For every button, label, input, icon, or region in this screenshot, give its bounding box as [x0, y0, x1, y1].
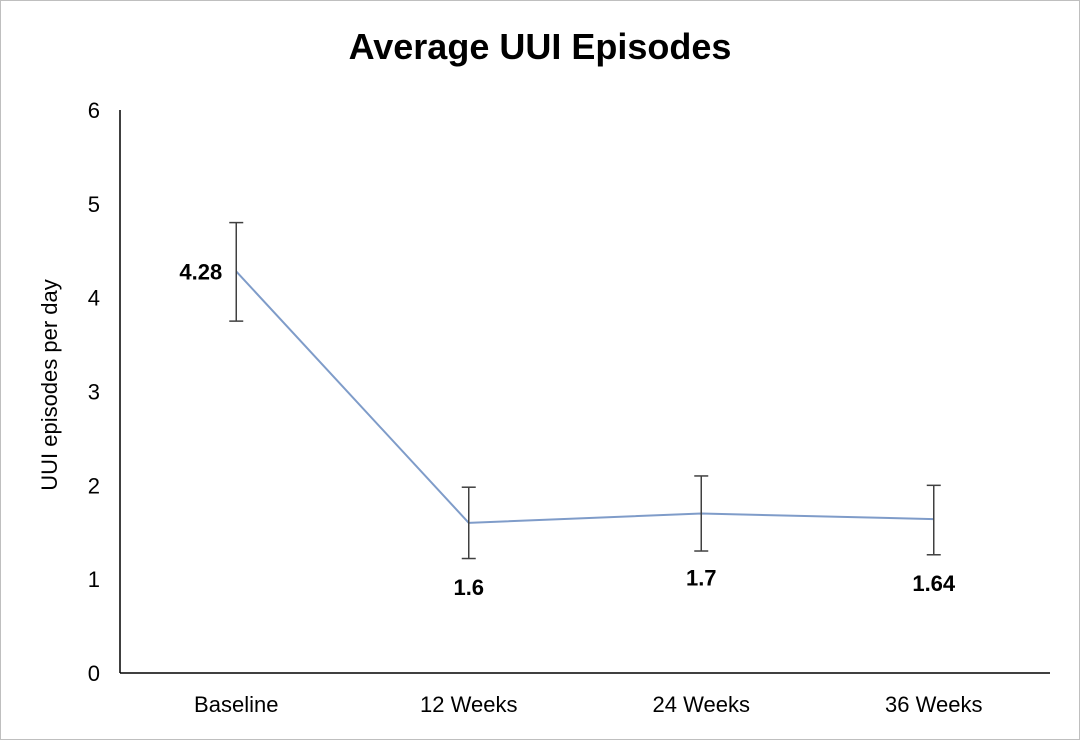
series-line [235, 270, 934, 524]
data-label: 1.64 [912, 571, 956, 596]
chart-title: Average UUI Episodes [348, 26, 732, 67]
y-tick-label: 1 [88, 567, 100, 592]
data-label: 1.6 [453, 575, 484, 600]
y-tick-label: 0 [88, 661, 100, 686]
y-tick-label: 5 [88, 192, 100, 217]
x-tick-label: 36 Weeks [885, 692, 982, 717]
x-tick-label: 12 Weeks [420, 692, 517, 717]
y-tick-label: 3 [88, 380, 100, 405]
x-tick-label: 24 Weeks [653, 692, 750, 717]
y-tick-label: 2 [88, 473, 100, 498]
data-label: 1.7 [686, 565, 717, 590]
y-tick-label: 6 [88, 98, 100, 123]
data-label: 4.28 [179, 259, 222, 284]
y-tick-label: 4 [88, 286, 100, 311]
x-tick-label: Baseline [194, 692, 278, 717]
